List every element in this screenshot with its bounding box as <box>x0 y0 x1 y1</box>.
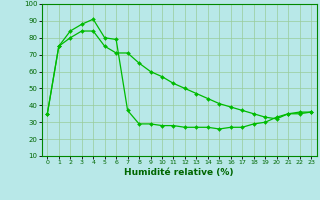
X-axis label: Humidité relative (%): Humidité relative (%) <box>124 168 234 177</box>
